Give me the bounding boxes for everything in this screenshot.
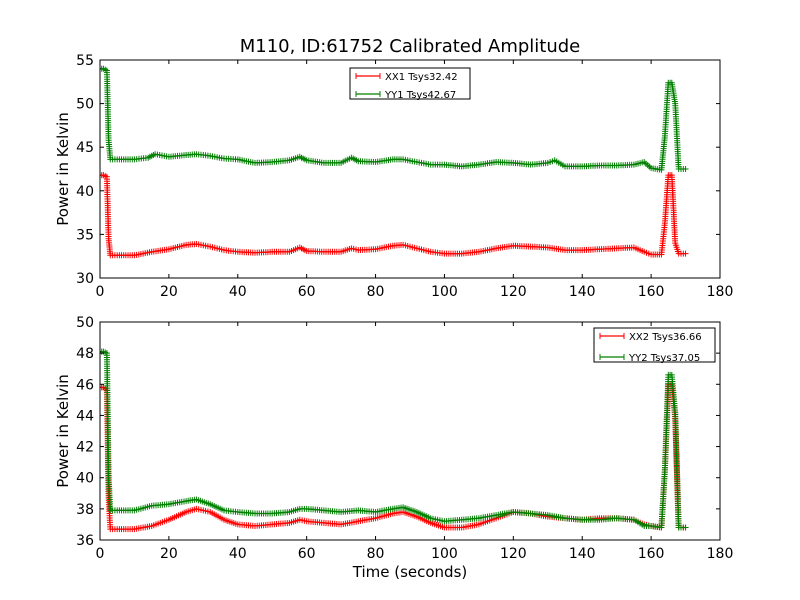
y-tick-label: 38 bbox=[76, 502, 94, 518]
y-tick-label: 36 bbox=[76, 533, 94, 549]
legend-label: YY2 Tsys37.05 bbox=[628, 353, 700, 364]
x-axis-title: Time (seconds) bbox=[352, 563, 468, 581]
legend-label: YY1 Tsys42.67 bbox=[384, 90, 456, 101]
y-tick-label: 55 bbox=[76, 53, 94, 69]
y-tick-label: 45 bbox=[76, 140, 94, 156]
x-tick-label: 0 bbox=[96, 284, 105, 300]
x-tick-label: 0 bbox=[96, 546, 105, 562]
y-tick-label: 50 bbox=[76, 97, 94, 113]
legend-marker bbox=[599, 354, 625, 360]
top-plot: 0 20 40 60 80 100 120 140 160 180 30 35 40 45 50 55 Powe… bbox=[54, 53, 733, 300]
legend: XX2 Tsys36.66 YY2 Tsys37.05 bbox=[593, 327, 716, 364]
y-tick-label: 35 bbox=[76, 227, 94, 243]
legend-marker bbox=[599, 333, 625, 339]
bottom-plot: 0 20 40 60 80 100 120 140 160 180 36 38 40 42 44 46 48 50… bbox=[54, 315, 733, 562]
y-axis-title: Power in Kelvin bbox=[54, 374, 72, 488]
x-tick-label: 140 bbox=[569, 546, 596, 562]
chart-title: M110, ID:61752 Calibrated Amplitude bbox=[240, 36, 581, 57]
y-tick-label: 42 bbox=[76, 440, 94, 456]
legend-marker bbox=[355, 73, 381, 79]
x-tick-label: 120 bbox=[500, 284, 527, 300]
x-tick-label: 80 bbox=[367, 546, 385, 562]
y-axis-title: Power in Kelvin bbox=[54, 112, 72, 226]
x-tick-label: 100 bbox=[431, 284, 458, 300]
x-tick-label: 120 bbox=[500, 546, 527, 562]
x-tick-label: 60 bbox=[298, 546, 316, 562]
data-point bbox=[682, 524, 689, 531]
data-point bbox=[682, 250, 689, 257]
series-markers-yy bbox=[100, 348, 689, 531]
x-tick-label: 60 bbox=[298, 284, 316, 300]
x-tick-label: 40 bbox=[229, 546, 247, 562]
y-tick-label: 44 bbox=[76, 408, 94, 424]
plot-frame bbox=[99, 59, 721, 279]
x-tick-label: 100 bbox=[431, 546, 458, 562]
y-tick-label: 30 bbox=[76, 271, 94, 287]
x-tick-label: 160 bbox=[638, 284, 665, 300]
series-markers-yy bbox=[100, 65, 689, 173]
y-tick-label: 40 bbox=[76, 184, 94, 200]
legend-box bbox=[593, 327, 716, 363]
x-tick-label: 40 bbox=[229, 284, 247, 300]
x-tick-label: 180 bbox=[707, 546, 734, 562]
series-markers-xx bbox=[100, 172, 689, 259]
x-tick-label: 80 bbox=[367, 284, 385, 300]
x-tick-label: 180 bbox=[707, 284, 734, 300]
y-tick-label: 50 bbox=[76, 315, 94, 331]
x-tick-label: 20 bbox=[160, 546, 178, 562]
x-tick-label: 20 bbox=[160, 284, 178, 300]
x-tick-label: 160 bbox=[638, 546, 665, 562]
legend: XX1 Tsys32.42 YY1 Tsys42.67 bbox=[349, 67, 471, 101]
legend-marker bbox=[355, 91, 381, 97]
y-tick-label: 40 bbox=[76, 471, 94, 487]
legend-label: XX2 Tsys36.66 bbox=[629, 332, 702, 343]
y-tick-label: 48 bbox=[76, 346, 94, 362]
plot-frame bbox=[99, 321, 721, 541]
data-point bbox=[682, 166, 689, 172]
y-tick-label: 46 bbox=[76, 377, 94, 393]
legend-label: XX1 Tsys32.42 bbox=[385, 72, 458, 83]
x-tick-label: 140 bbox=[569, 284, 596, 300]
